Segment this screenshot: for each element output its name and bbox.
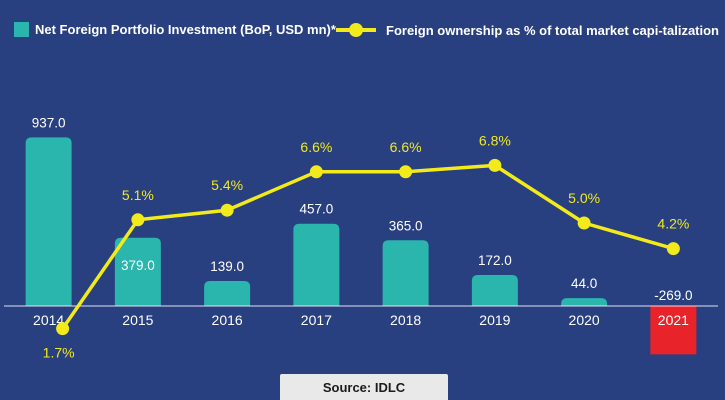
bar-2017 [293,223,340,306]
bar-value-label-2017: 457.0 [299,202,333,217]
line-value-label-2020: 5.0% [568,190,600,206]
bar-value-label-2020: 44.0 [571,276,597,291]
legend-item-bar: Net Foreign Portfolio Investment (BoP, U… [14,22,336,37]
x-tick-label-2015: 2015 [122,312,153,328]
bar-2019 [471,275,518,306]
legend-bar-label: Net Foreign Portfolio Investment (BoP, U… [35,22,336,37]
line-point-2016 [220,203,234,217]
bar-value-label-2016: 139.0 [210,259,244,274]
line-point-2018 [399,165,413,179]
line-value-label-2014: 1.7% [43,345,75,361]
x-tick-label-2021: 2021 [658,312,689,328]
x-tick-label-2020: 2020 [569,312,600,328]
line-point-2015 [131,213,145,227]
line-point-2017 [309,165,323,179]
bar-value-label-2015: 379.0 [121,258,155,273]
line-value-label-2018: 6.6% [390,139,422,155]
legend-line-swatch [336,22,376,38]
bar-value-label-2018: 365.0 [389,218,423,233]
bar-value-label-2014: 937.0 [32,115,66,130]
ownership-line [61,163,674,330]
line-value-label-2016: 5.4% [211,177,243,193]
line-point-2019 [488,158,502,172]
legend-item-line: Foreign ownership as % of total market c… [336,22,719,38]
line-point-2021 [666,242,680,256]
line-value-label-2015: 5.1% [122,187,154,203]
x-tick-label-2014: 2014 [33,312,64,328]
bar-value-label-2021: -269.0 [654,288,692,303]
line-point-2020 [577,216,591,230]
bar-2014 [25,137,72,306]
bar-2016 [204,280,251,306]
bar-2018 [382,240,429,306]
x-tick-label-2017: 2017 [301,312,332,328]
line-value-label-2017: 6.6% [300,139,332,155]
x-tick-label-2019: 2019 [479,312,510,328]
line-value-label-2021: 4.2% [657,216,689,232]
x-tick-label-2016: 2016 [212,312,243,328]
source-label: Source: IDLC [280,374,448,400]
x-tick-label-2018: 2018 [390,312,421,328]
line-value-label-2019: 6.8% [479,132,511,148]
bar-2020 [561,298,608,306]
legend-bar-swatch [14,22,29,37]
legend-line-label: Foreign ownership as % of total market c… [386,22,719,38]
bar-value-label-2019: 172.0 [478,253,512,268]
bar-2015 [114,237,161,306]
legend: Net Foreign Portfolio Investment (BoP, U… [14,22,721,46]
bar-2021 [650,306,697,355]
line-point-2014 [56,322,70,336]
